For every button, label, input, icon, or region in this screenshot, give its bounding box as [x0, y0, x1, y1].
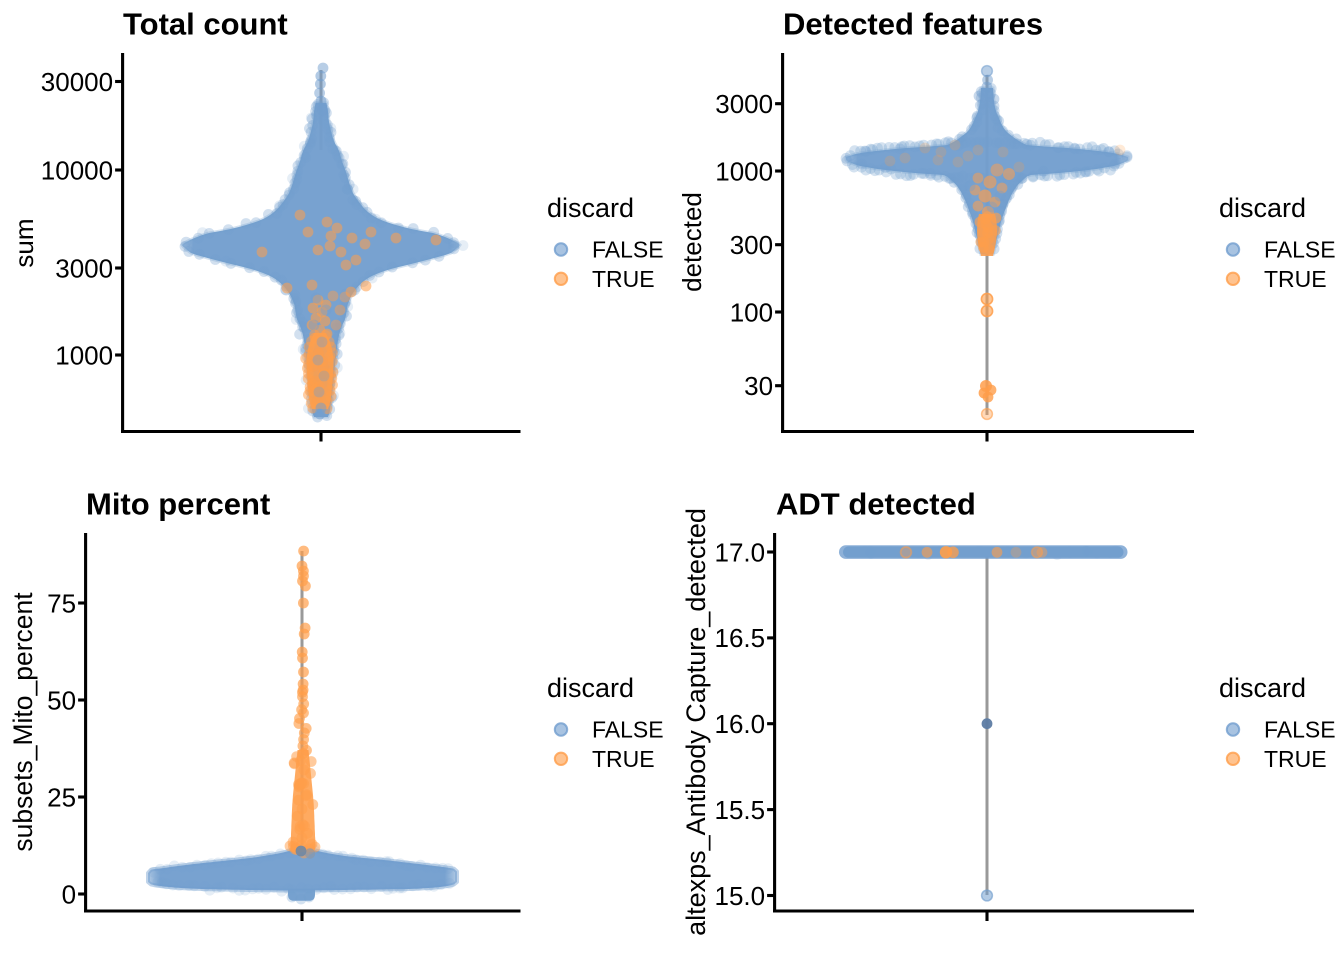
svg-text:15.0: 15.0 — [714, 881, 765, 911]
svg-text:0: 0 — [62, 879, 76, 909]
svg-text:Total count: Total count — [123, 7, 288, 42]
svg-text:discard: discard — [1219, 193, 1306, 223]
svg-text:3000: 3000 — [715, 89, 773, 119]
svg-text:30000: 30000 — [41, 67, 113, 97]
svg-text:TRUE: TRUE — [1264, 746, 1327, 772]
svg-text:ADT detected: ADT detected — [776, 487, 976, 522]
svg-text:30: 30 — [744, 371, 773, 401]
svg-text:TRUE: TRUE — [1264, 266, 1327, 292]
svg-text:50: 50 — [47, 685, 76, 715]
svg-text:FALSE: FALSE — [592, 717, 664, 743]
svg-text:discard: discard — [1219, 673, 1306, 703]
svg-text:FALSE: FALSE — [1264, 237, 1336, 263]
svg-text:sum: sum — [9, 218, 39, 267]
svg-text:17.0: 17.0 — [714, 537, 765, 567]
svg-text:1000: 1000 — [55, 340, 113, 370]
svg-text:detected: detected — [677, 192, 707, 292]
svg-text:discard: discard — [547, 673, 634, 703]
svg-text:TRUE: TRUE — [592, 266, 655, 292]
svg-text:discard: discard — [547, 193, 634, 223]
svg-text:100: 100 — [730, 297, 773, 327]
svg-text:1000: 1000 — [715, 156, 773, 186]
svg-text:16.0: 16.0 — [714, 709, 765, 739]
svg-text:Mito percent: Mito percent — [86, 487, 270, 522]
svg-text:FALSE: FALSE — [592, 237, 664, 263]
svg-text:15.5: 15.5 — [714, 795, 765, 825]
svg-text:TRUE: TRUE — [592, 746, 655, 772]
svg-text:10000: 10000 — [41, 155, 113, 185]
svg-text:25: 25 — [47, 782, 76, 812]
svg-text:subsets_Mito_percent: subsets_Mito_percent — [8, 592, 38, 852]
svg-text:FALSE: FALSE — [1264, 717, 1336, 743]
svg-text:300: 300 — [730, 230, 773, 260]
svg-text:75: 75 — [47, 588, 76, 618]
svg-text:Detected features: Detected features — [783, 7, 1043, 42]
svg-text:altexps_Antibody Capture_detec: altexps_Antibody Capture_detected — [681, 508, 711, 936]
svg-text:3000: 3000 — [55, 253, 113, 283]
svg-text:16.5: 16.5 — [714, 623, 765, 653]
